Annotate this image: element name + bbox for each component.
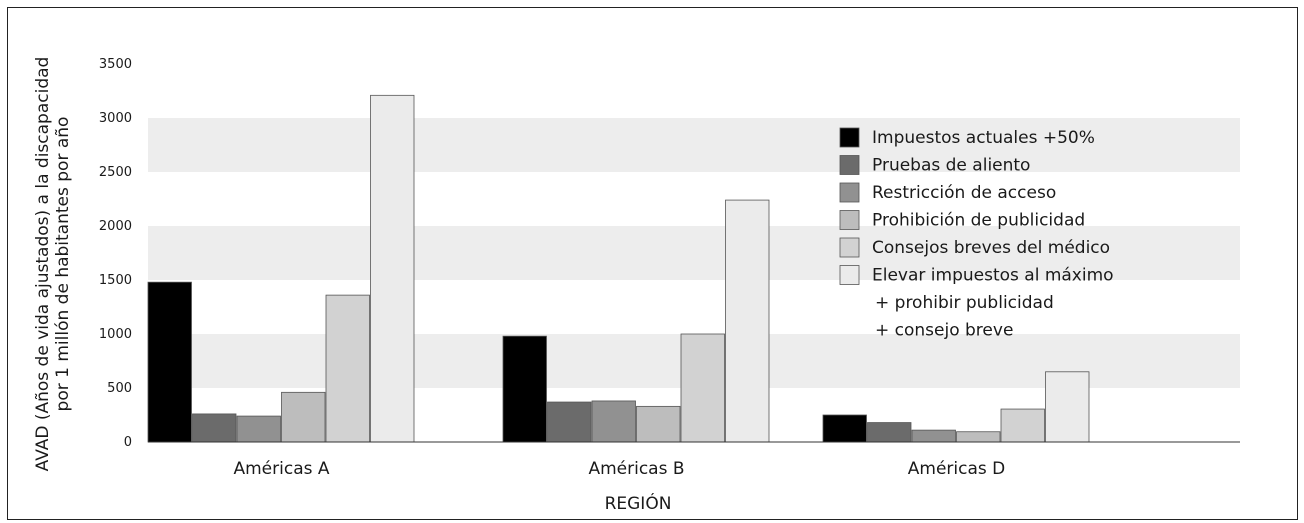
legend-label: Pruebas de aliento [872,156,1030,176]
legend-label: Prohibición de publicidad [872,211,1085,231]
y-axis-title-line: AVAD (Años de vida ajustados) a la disca… [33,57,53,472]
bar [867,422,912,443]
y-axis-title: AVAD (Años de vida ajustados) a la disca… [33,57,73,472]
legend-label: + consejo breve [875,321,1013,341]
x-axis-title: REGIÓN [605,492,672,514]
bar [502,335,547,443]
bar [192,413,237,443]
legend-label: + prohibir publicidad [875,293,1054,313]
x-category-label: Américas D [908,459,1005,479]
bar [911,429,956,443]
y-tick-label: 2000 [99,219,132,234]
legend-label: Elevar impuestos al máximo [872,266,1114,286]
y-tick-label: 1500 [99,273,132,288]
bar [1045,371,1090,443]
legend-label: Consejos breves del médico [872,238,1110,258]
bar [281,391,326,443]
legend: Impuestos actuales +50% Pruebas de alient… [839,127,1114,341]
y-tick-label: 500 [107,381,132,396]
bar [147,281,192,443]
x-category-label: Américas A [233,459,329,479]
bars [147,94,1090,443]
legend-swatch [839,210,860,230]
bar [680,333,725,443]
bar [370,94,415,443]
x-axis-categories: Américas A Américas B Américas D [233,459,1005,479]
y-tick-label: 3500 [99,57,132,72]
bar [636,405,681,443]
y-tick-label: 3000 [99,111,132,126]
bar [725,199,770,443]
legend-swatch [839,155,860,175]
bar [547,401,592,443]
bar [822,414,867,443]
legend-swatch [839,127,860,148]
y-tick-label: 1000 [99,327,132,342]
legend-swatch [839,265,860,285]
y-axis-ticks: 0 500 1000 1500 2000 2500 3000 3500 [99,57,132,450]
x-category-label: Américas B [588,459,684,479]
bar [591,400,636,443]
legend-label: Impuestos actuales +50% [872,128,1095,148]
grid-band [148,226,1240,280]
legend-label: Restricción de acceso [872,183,1056,203]
y-axis-title-line: por 1 millón de habitantes por año [53,117,73,412]
bar [325,294,370,443]
grid-band [148,118,1240,172]
legend-swatch [839,237,860,258]
bar [956,431,1001,443]
y-tick-label: 0 [124,435,132,450]
bar [1000,408,1045,443]
y-tick-label: 2500 [99,165,132,180]
legend-swatch [839,182,860,203]
bar [236,415,281,443]
